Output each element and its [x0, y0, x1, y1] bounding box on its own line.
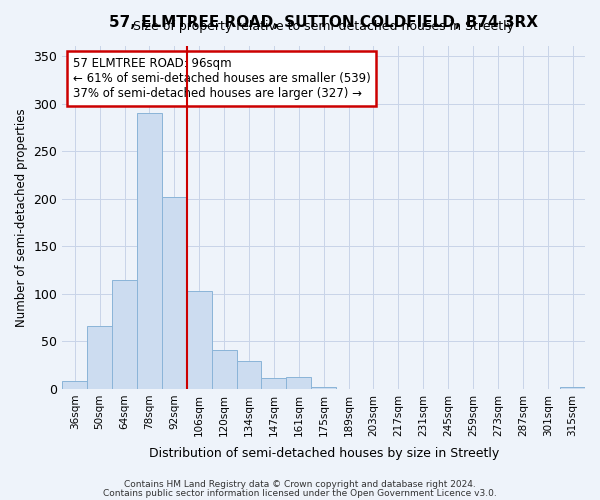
- Title: 57, ELMTREE ROAD, SUTTON COLDFIELD, B74 3RX: 57, ELMTREE ROAD, SUTTON COLDFIELD, B74 …: [109, 15, 538, 30]
- Bar: [137, 113, 162, 389]
- X-axis label: Distribution of semi-detached houses by size in Streetly: Distribution of semi-detached houses by …: [149, 447, 499, 460]
- Bar: [162, 196, 187, 389]
- Bar: [262, 378, 286, 389]
- Bar: [112, 280, 137, 389]
- Bar: [560, 387, 585, 389]
- Text: 57 ELMTREE ROAD: 96sqm
← 61% of semi-detached houses are smaller (539)
37% of se: 57 ELMTREE ROAD: 96sqm ← 61% of semi-det…: [73, 56, 370, 100]
- Y-axis label: Number of semi-detached properties: Number of semi-detached properties: [15, 108, 28, 327]
- Text: Contains public sector information licensed under the Open Government Licence v3: Contains public sector information licen…: [103, 489, 497, 498]
- Bar: [311, 387, 336, 389]
- Bar: [87, 326, 112, 389]
- Text: Contains HM Land Registry data © Crown copyright and database right 2024.: Contains HM Land Registry data © Crown c…: [124, 480, 476, 489]
- Bar: [187, 291, 212, 389]
- Bar: [62, 382, 87, 389]
- Bar: [286, 376, 311, 389]
- Text: Size of property relative to semi-detached houses in Streetly: Size of property relative to semi-detach…: [133, 20, 514, 32]
- Bar: [236, 362, 262, 389]
- Bar: [212, 350, 236, 389]
